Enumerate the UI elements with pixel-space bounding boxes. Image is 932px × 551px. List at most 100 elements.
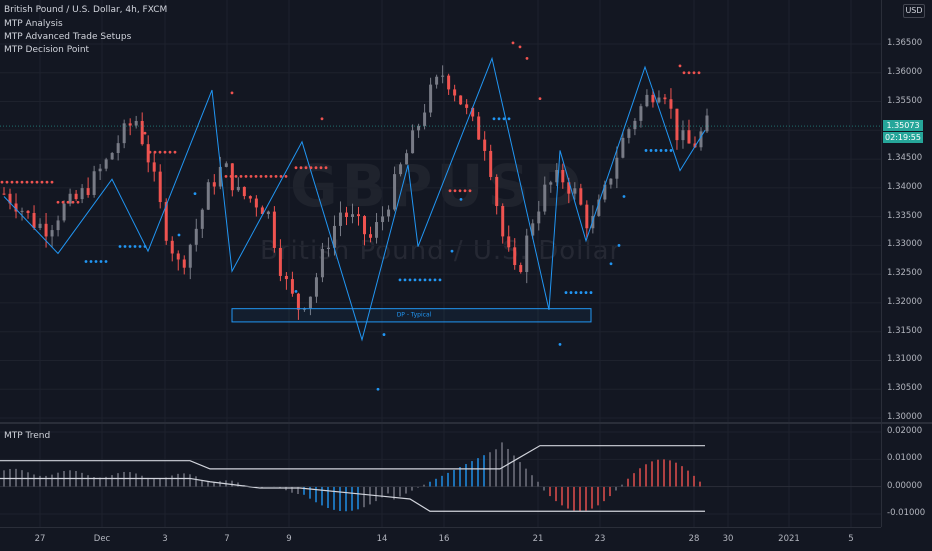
trailing-stop-dot (294, 166, 298, 170)
currency-button[interactable]: USD (903, 4, 925, 18)
study-legend-mtp-advanced-trade-setups[interactable]: MTP Advanced Trade Setups (4, 32, 132, 42)
candle-body (357, 214, 361, 217)
trailing-stop-dot (314, 166, 318, 170)
trailing-stop-dot (538, 97, 542, 101)
grid-lines (0, 0, 881, 422)
time-axis-label: 14 (376, 534, 388, 544)
candle-body (272, 211, 276, 248)
candle-body (182, 259, 186, 268)
trailing-stop-dot (324, 166, 328, 170)
trailing-stop-dot (274, 174, 278, 178)
indicator-axis-label: 0.01000 (887, 453, 923, 464)
price-axis[interactable]: 1.365001.360001.355001.350001.345001.340… (881, 0, 932, 422)
candle-body (603, 184, 607, 200)
candle-body (369, 234, 373, 238)
indicator-axis[interactable]: 0.02000 0.01000 0.00000 -0.01000 (881, 424, 932, 527)
trailing-stop-dot (398, 278, 402, 282)
trend-upper-band (0, 445, 705, 470)
price-chart-pane[interactable]: GBPUSD British Pound / U.S. Dollar DP - … (0, 0, 881, 422)
candle-body (495, 176, 499, 207)
time-axis-label: 23 (594, 534, 606, 544)
price-axis-label: 1.32000 (887, 296, 923, 307)
candle-body (188, 244, 192, 268)
candle-body (290, 279, 294, 294)
candle-body (669, 99, 673, 109)
trailing-stop-dot (234, 174, 238, 178)
time-axis-label: 30 (722, 534, 734, 544)
candle-body (657, 97, 661, 103)
candle-body (338, 212, 342, 226)
symbol-legend[interactable]: British Pound / U.S. Dollar, 4h, FXCM (4, 5, 168, 15)
time-axis-label: 7 (224, 534, 230, 544)
trailing-stop-dot (133, 245, 137, 248)
pane-separator[interactable] (0, 422, 932, 424)
trailing-stop-dot (264, 174, 268, 178)
trailing-stop-dot (664, 149, 668, 152)
trailing-stop-dot (56, 200, 60, 204)
time-axis-label: 2021 (778, 534, 800, 544)
trailing-stop-dot (574, 291, 578, 294)
trailing-stop-dot (697, 71, 701, 75)
candle-body (92, 171, 96, 195)
indicator-axis-label: -0.01000 (887, 508, 926, 518)
price-axis-label: 1.33500 (887, 210, 923, 221)
candle-body (399, 164, 403, 175)
trailing-stop-dot (649, 149, 653, 152)
price-axis-label: 1.34500 (887, 153, 923, 164)
trailing-stop-dot (433, 278, 437, 282)
time-axis[interactable]: 27 Dec 3 7 9 14 16 21 23 28 30 2021 5 (0, 527, 881, 551)
trailing-stop-dot (5, 180, 9, 184)
candle-body (20, 210, 24, 212)
trailing-stop-dot (644, 149, 648, 152)
candle-body (471, 107, 475, 117)
indicator-legend-mtp-trend[interactable]: MTP Trend (4, 431, 51, 441)
candle-body (555, 169, 559, 183)
study-legend-mtp-analysis[interactable]: MTP Analysis (4, 19, 63, 29)
candle-body (393, 174, 397, 210)
candle-body (423, 112, 427, 126)
candle-body (519, 265, 523, 273)
trailing-stop-dot (376, 387, 380, 391)
trailing-stop-dot (138, 245, 142, 248)
candle-body (296, 293, 300, 310)
candle-body (507, 236, 511, 248)
price-axis-label: 1.33000 (887, 239, 923, 250)
trailing-stop-dot (692, 71, 696, 75)
candle-body (122, 123, 126, 144)
candle-body (38, 223, 42, 228)
price-chart-canvas[interactable] (0, 0, 881, 422)
symbol-description-watermark: British Pound / U.S. Dollar (260, 236, 622, 266)
candle-body (567, 182, 571, 194)
trailing-stop-dot (61, 200, 65, 204)
candle-body (543, 184, 547, 212)
candle-body (525, 235, 529, 273)
trailing-stop-dot (669, 149, 673, 152)
candle-body (705, 115, 709, 132)
candle-body (314, 277, 318, 297)
countdown-badge: 02:19:55 (883, 132, 923, 144)
trailing-stop-dot (99, 260, 103, 263)
indicator-canvas[interactable] (0, 424, 881, 527)
trailing-stop-dot (403, 278, 407, 282)
candle-body (531, 223, 535, 236)
candle-body (68, 193, 72, 204)
trailing-stop-dot (617, 243, 621, 247)
trailing-stop-dot (609, 262, 613, 266)
candle-body (513, 247, 517, 266)
trailing-stop-dot (284, 174, 288, 178)
candle-body (453, 89, 457, 96)
candle-body (8, 193, 12, 204)
trailing-stop-dot (413, 278, 417, 282)
trailing-stop-dot (584, 291, 588, 294)
candle-body (86, 188, 90, 195)
symbol-watermark: GBPUSD (290, 152, 586, 220)
indicator-pane[interactable]: MTP Trend (0, 424, 881, 527)
candle-body (98, 168, 102, 172)
price-axis-label: 1.34000 (887, 181, 923, 192)
candle-body (645, 94, 649, 107)
study-legend-mtp-decision-point[interactable]: MTP Decision Point (4, 45, 90, 55)
candle-body (561, 169, 565, 183)
candle-body (242, 186, 246, 197)
trailing-stop-dot (463, 189, 467, 193)
